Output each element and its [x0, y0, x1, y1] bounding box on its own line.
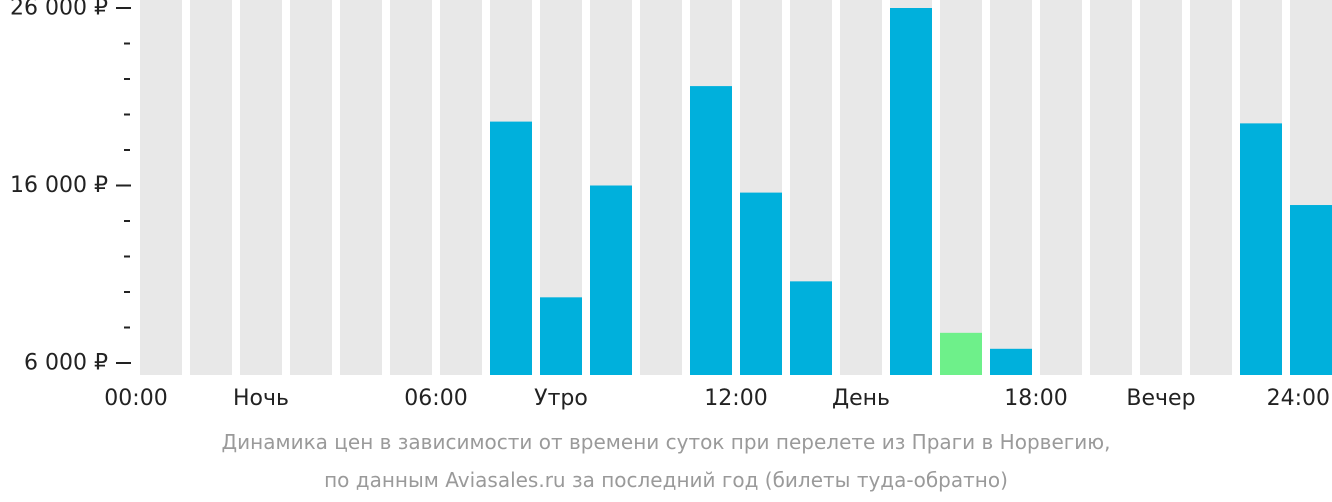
- chart-caption-line-2: по данным Aviasales.ru за последний год …: [324, 468, 1008, 492]
- bars: [490, 8, 1332, 375]
- bar-hour-13[interactable]: [790, 281, 832, 375]
- y-tick-label: 26 000 ₽: [10, 0, 108, 21]
- background-column-10: [640, 0, 682, 375]
- background-column-21: [1190, 0, 1232, 375]
- x-tick-label: Ночь: [233, 386, 289, 411]
- bar-hour-23[interactable]: [1290, 205, 1332, 375]
- bar-hour-17[interactable]: [990, 348, 1032, 375]
- bar-hour-22[interactable]: [1240, 123, 1282, 375]
- bar-hour-09[interactable]: [590, 185, 632, 376]
- background-column-20: [1140, 0, 1182, 375]
- y-tick-label: 6 000 ₽: [24, 351, 108, 376]
- background-column-06: [440, 0, 482, 375]
- y-tick-label: 16 000 ₽: [10, 173, 108, 198]
- x-tick-label: 06:00: [404, 386, 467, 411]
- background-column-04: [340, 0, 382, 375]
- background-column-01: [190, 0, 232, 375]
- background-column-17: [990, 0, 1032, 375]
- x-tick-label: 12:00: [704, 386, 767, 411]
- background-column-18: [1040, 0, 1082, 375]
- background-column-02: [240, 0, 282, 375]
- y-axis: 26 000 ₽ 16 000 ₽ 6 000 ₽: [10, 0, 131, 376]
- x-tick-label: Утро: [534, 386, 588, 411]
- x-tick-label: День: [832, 386, 890, 411]
- background-column-19: [1090, 0, 1132, 375]
- background-column-05: [390, 0, 432, 375]
- bar-hour-15[interactable]: [890, 8, 932, 375]
- chart-caption-line-1: Динамика цен в зависимости от времени су…: [221, 430, 1111, 454]
- x-axis: 00:00 Ночь 06:00 Утро 12:00 День 18:00 Вечер 24:…: [104, 386, 1330, 411]
- bar-hour-11[interactable]: [690, 86, 732, 375]
- x-tick-label: 24:00: [1267, 386, 1330, 411]
- x-tick-label: 18:00: [1004, 386, 1067, 411]
- x-tick-label: Вечер: [1126, 386, 1195, 411]
- background-column-16: [940, 0, 982, 375]
- bar-hour-12[interactable]: [740, 192, 782, 375]
- bar-hour-08[interactable]: [540, 297, 582, 375]
- x-tick-label: 00:00: [104, 386, 167, 411]
- background-columns: [140, 0, 1332, 375]
- background-column-03: [290, 0, 332, 375]
- bar-hour-16[interactable]: [940, 332, 982, 375]
- background-column-14: [840, 0, 882, 375]
- background-column-00: [140, 0, 182, 375]
- bar-hour-07[interactable]: [490, 121, 532, 375]
